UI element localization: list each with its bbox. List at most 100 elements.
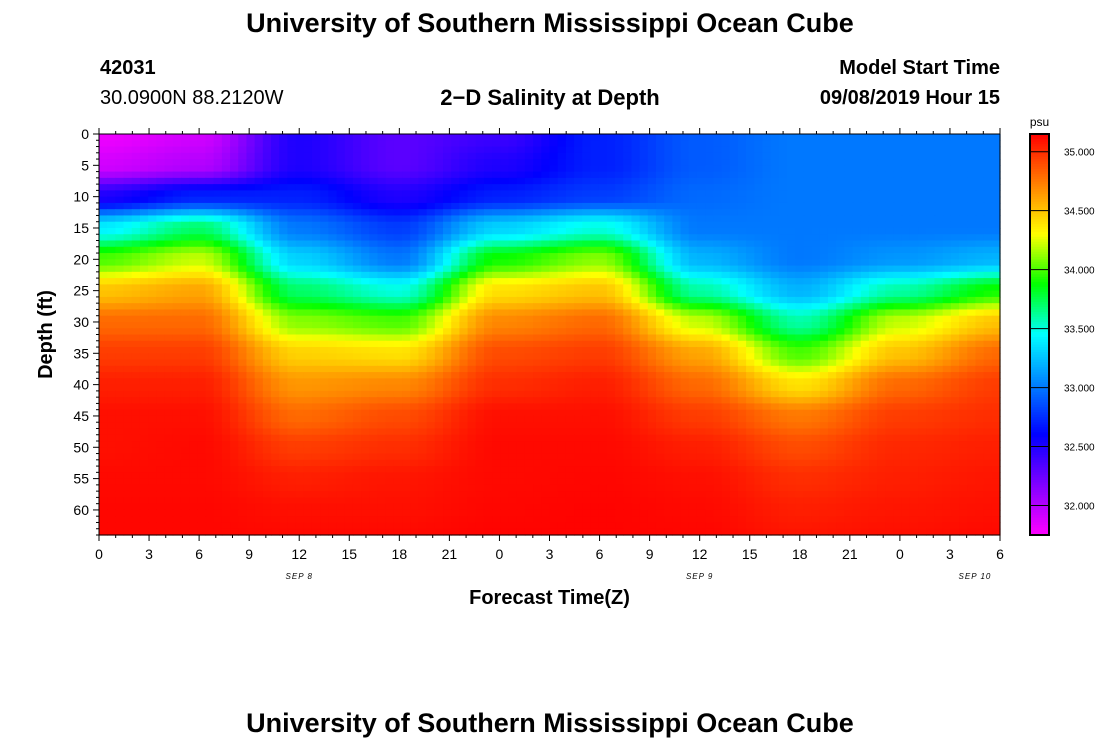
heatmap-cell	[197, 278, 207, 285]
heatmap-cell	[402, 384, 411, 392]
heatmap-cell	[139, 409, 149, 417]
heatmap-cell	[533, 278, 542, 285]
heatmap-cell	[393, 372, 403, 379]
heatmap-cell	[402, 265, 411, 273]
heatmap-cell	[221, 378, 231, 386]
heatmap-cell	[696, 334, 706, 342]
heatmap-cell	[295, 140, 305, 148]
heatmap-cell	[205, 259, 215, 267]
heatmap-cell	[631, 271, 641, 279]
heatmap-cell	[271, 159, 280, 166]
heatmap-cell	[680, 240, 690, 248]
heatmap-cell	[180, 290, 190, 298]
heatmap-cell	[852, 134, 862, 141]
heatmap-cell	[926, 315, 936, 323]
heatmap-cell	[213, 152, 223, 160]
heatmap-cell	[139, 196, 149, 204]
heatmap-cell	[99, 390, 108, 398]
heatmap-cell	[172, 209, 182, 217]
heatmap-cell	[483, 215, 493, 223]
heatmap-cell	[180, 265, 190, 273]
heatmap-cell	[959, 209, 968, 217]
heatmap-cell	[139, 321, 149, 329]
heatmap-cell	[385, 146, 395, 154]
heatmap-cell	[950, 359, 960, 367]
heatmap-cell	[565, 353, 575, 361]
heatmap-cell	[254, 409, 264, 417]
heatmap-cell	[918, 221, 927, 229]
heatmap-cell	[967, 372, 977, 379]
heatmap-cell	[860, 409, 870, 417]
heatmap-cell	[336, 409, 346, 417]
heatmap-cell	[279, 159, 288, 166]
heatmap-cell	[770, 328, 780, 336]
heatmap-cell	[778, 284, 788, 292]
heatmap-cell	[549, 221, 559, 229]
heatmap-cell	[369, 315, 379, 323]
heatmap-cell	[385, 227, 395, 235]
heatmap-cell	[311, 372, 321, 379]
heatmap-cell	[475, 253, 485, 260]
heatmap-cell	[975, 303, 985, 311]
heatmap-cell	[606, 140, 616, 148]
heatmap-cell	[205, 340, 215, 348]
heatmap-cell	[868, 240, 878, 248]
heatmap-cell	[967, 390, 977, 398]
heatmap-cell	[156, 340, 166, 348]
heatmap-cell	[836, 171, 845, 179]
heatmap-cell	[549, 284, 559, 292]
heatmap-cell	[148, 315, 157, 323]
heatmap-cell	[959, 284, 968, 292]
heatmap-cell	[156, 184, 166, 191]
heatmap-cell	[189, 202, 198, 210]
heatmap-cell	[148, 378, 157, 386]
heatmap-cell	[533, 146, 542, 154]
heatmap-cell	[746, 215, 755, 223]
heatmap-cell	[213, 221, 223, 229]
heatmap-cell	[729, 397, 739, 405]
heatmap-cell	[533, 390, 542, 398]
heatmap-cell	[295, 184, 305, 191]
heatmap-cell	[189, 347, 198, 354]
heatmap-cell	[623, 221, 633, 229]
heatmap-cell	[393, 140, 403, 148]
heatmap-cell	[508, 196, 518, 204]
heatmap-cell	[279, 134, 288, 141]
heatmap-cell	[311, 321, 321, 329]
heatmap-cell	[434, 328, 444, 336]
heatmap-cell	[647, 146, 657, 154]
heatmap-cell	[172, 296, 182, 304]
heatmap-cell	[377, 303, 387, 311]
heatmap-cell	[778, 397, 788, 405]
heatmap-cell	[582, 353, 592, 361]
heatmap-cell	[549, 171, 559, 179]
heatmap-cell	[827, 240, 837, 248]
heatmap-cell	[852, 234, 862, 242]
heatmap-cell	[434, 140, 444, 148]
heatmap-cell	[500, 146, 510, 154]
heatmap-cell	[672, 334, 682, 342]
heatmap-cell	[565, 397, 575, 405]
heatmap-cell	[615, 365, 624, 373]
heatmap-cell	[238, 359, 248, 367]
heatmap-cell	[271, 215, 280, 223]
heatmap-cell	[524, 146, 534, 154]
heatmap-cell	[271, 365, 280, 373]
heatmap-cell	[238, 215, 248, 223]
heatmap-cell	[541, 359, 551, 367]
heatmap-cell	[967, 303, 977, 311]
heatmap-cell	[533, 372, 542, 379]
heatmap-cell	[180, 353, 190, 361]
heatmap-cell	[524, 359, 534, 367]
heatmap-cell	[868, 196, 878, 204]
heatmap-cell	[991, 328, 1001, 336]
heatmap-cell	[238, 246, 248, 254]
heatmap-cell	[344, 315, 354, 323]
heatmap-cell	[713, 365, 723, 373]
heatmap-cell	[803, 134, 813, 141]
heatmap-cell	[467, 278, 477, 285]
heatmap-cell	[631, 202, 641, 210]
heatmap-cell	[262, 271, 272, 279]
heatmap-cell	[926, 321, 936, 329]
heatmap-cell	[99, 278, 108, 285]
